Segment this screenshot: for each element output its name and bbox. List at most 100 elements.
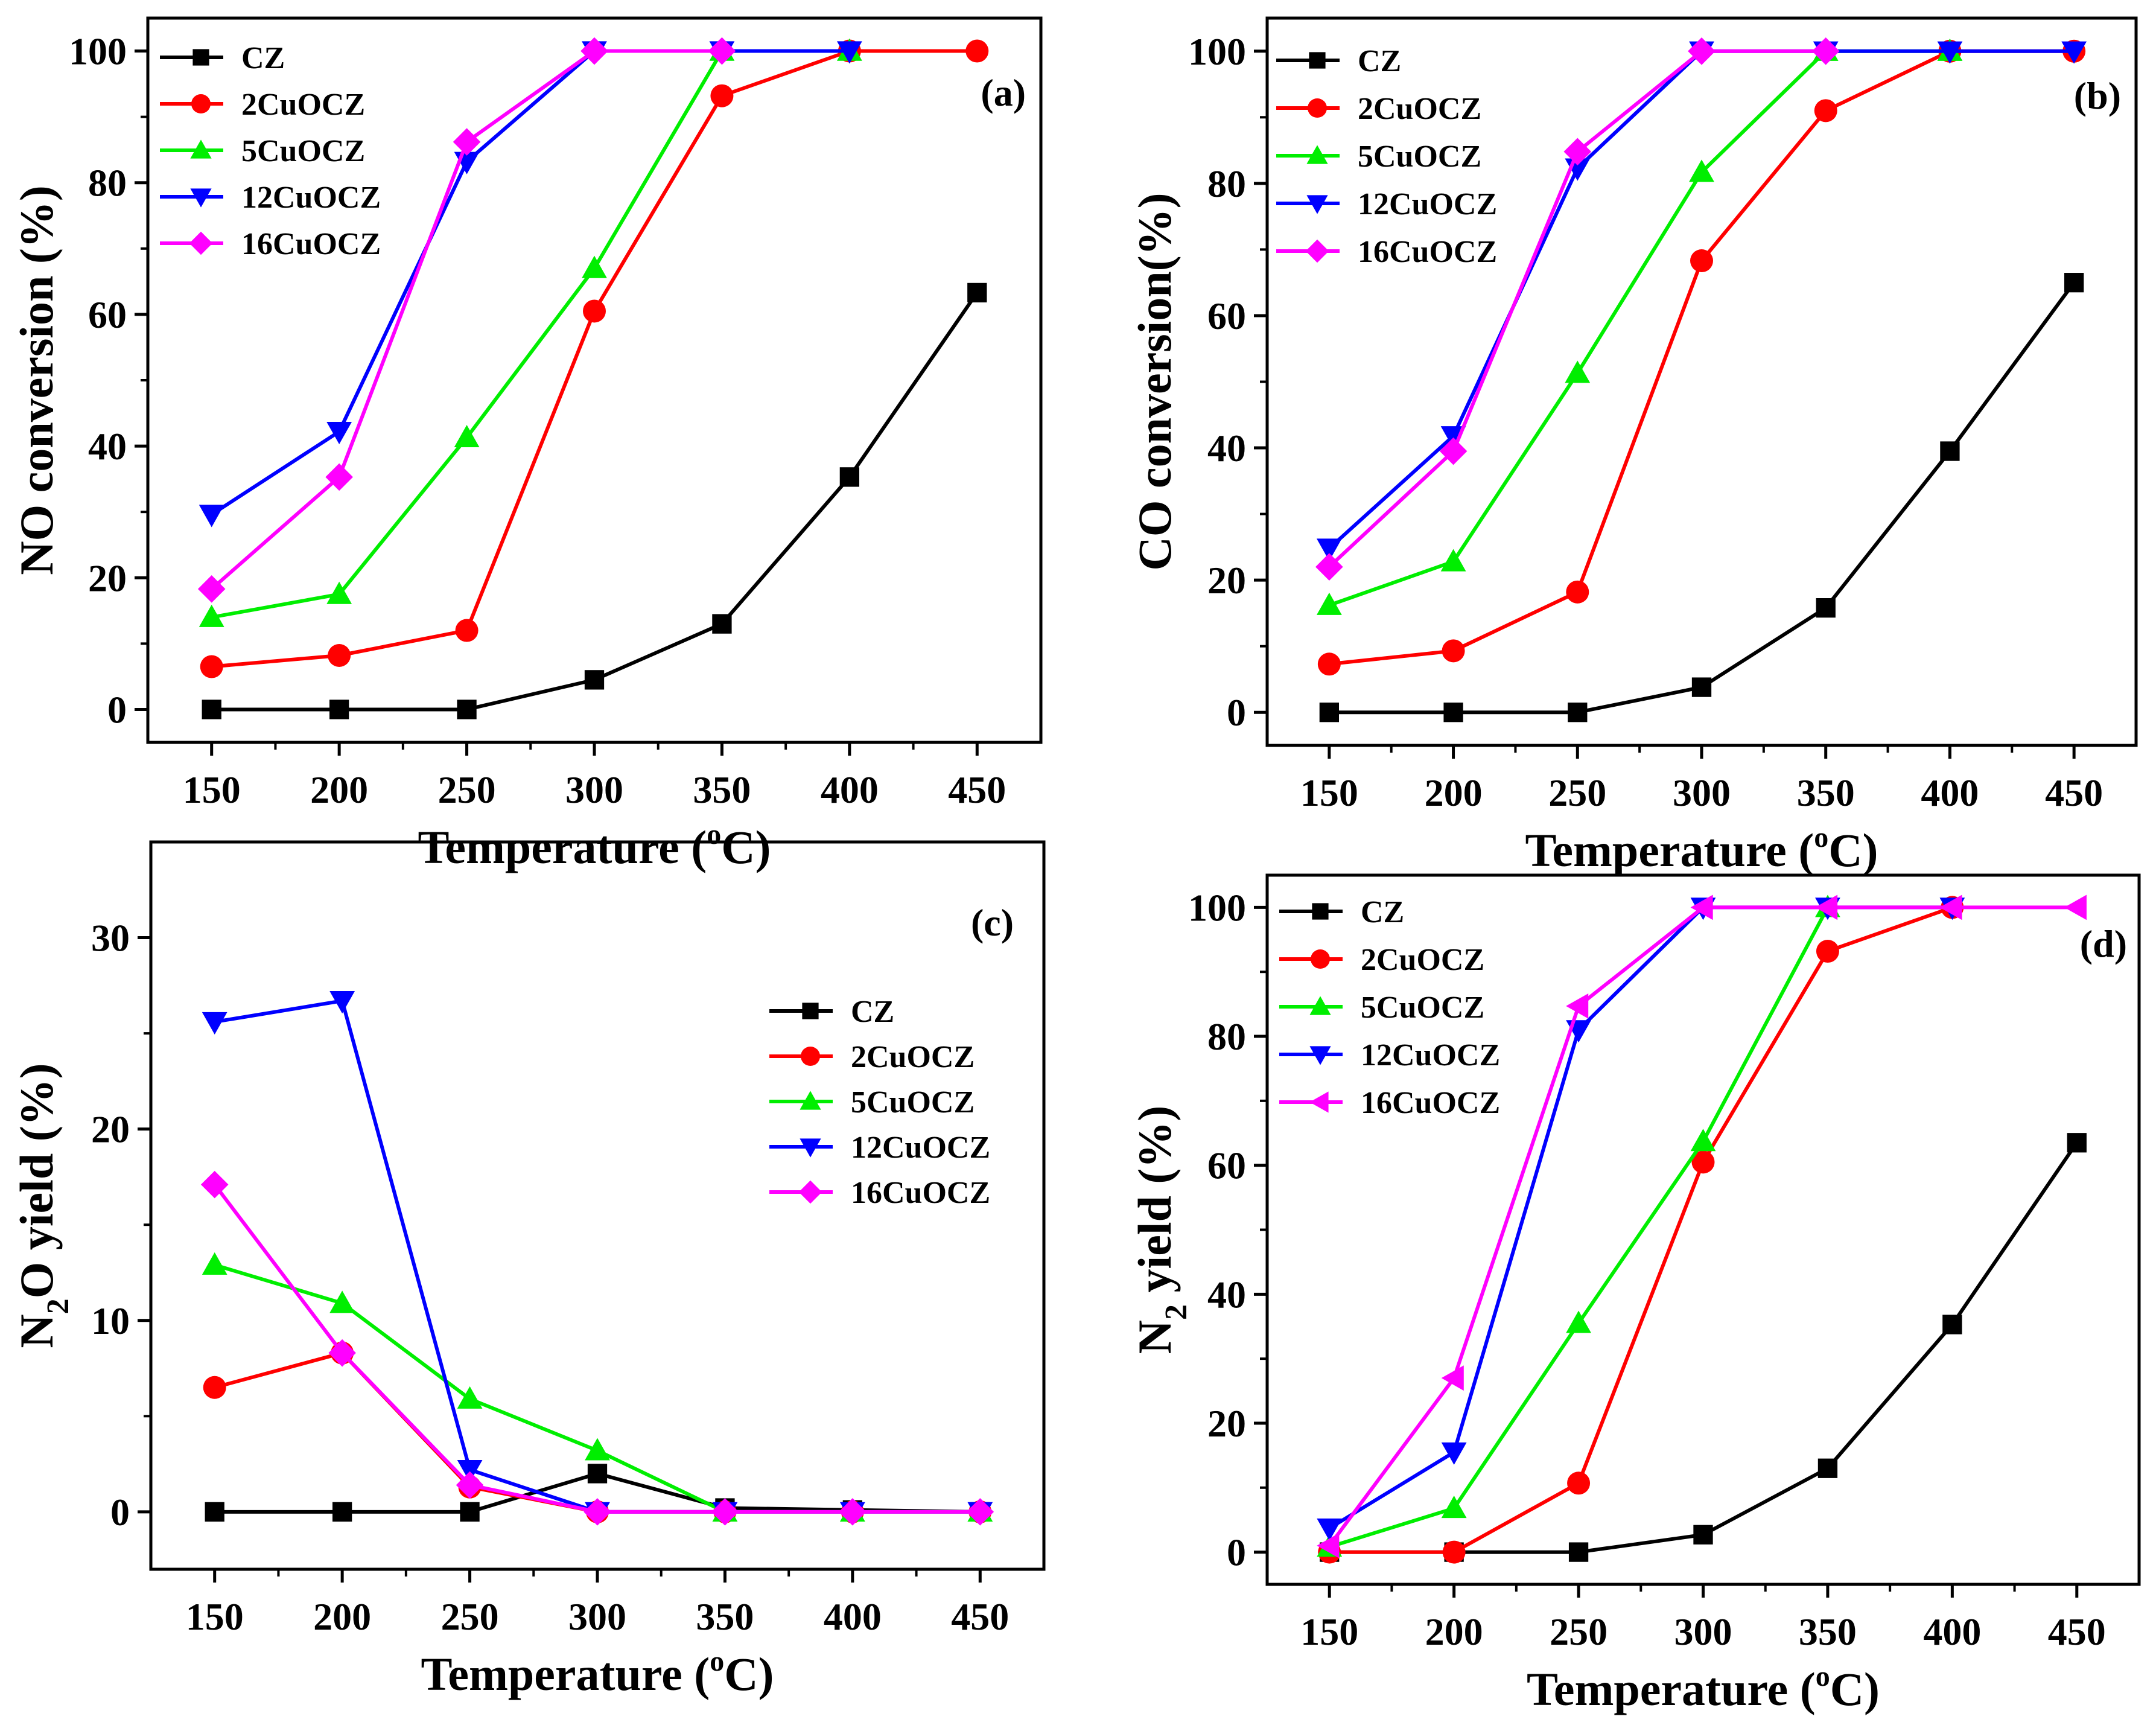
- legend-label: 16CuOCZ: [851, 1176, 990, 1210]
- y-tick-label: 40: [88, 425, 127, 468]
- data-point-16CuOCZ: [1439, 437, 1468, 465]
- data-point-2CuOCZ: [328, 644, 351, 667]
- data-point-2CuOCZ: [203, 1376, 226, 1399]
- data-point-16CuOCZ: [1939, 894, 1962, 920]
- legend-marker: [1312, 903, 1329, 920]
- y-tick-label: 40: [1207, 427, 1246, 470]
- legend-label: 16CuOCZ: [1361, 1086, 1500, 1120]
- panel-d: 150 200 250 300 350 400 450 0 20 40 60 80 100 Tempera…: [1128, 873, 2141, 1715]
- data-point-5CuOCZ: [1316, 592, 1342, 615]
- data-point-CZ: [202, 700, 221, 719]
- data-point-2CuOCZ: [1567, 1471, 1591, 1495]
- data-point-12CuOCZ: [836, 41, 862, 64]
- legend-marker: [802, 1003, 819, 1019]
- data-point-2CuOCZ: [1442, 639, 1465, 663]
- data-point-16CuOCZ: [1688, 37, 1716, 65]
- legend: CZ 2CuOCZ 5CuOCZ 12CuOCZ 16CuOCZ: [160, 41, 381, 261]
- x-axis-title: Temperature (oC): [418, 818, 771, 873]
- series-16CuOCZ: [197, 37, 736, 603]
- y-tick-label: 20: [1207, 559, 1246, 602]
- data-point-5CuOCZ: [1565, 360, 1591, 383]
- y-tick-label: 20: [1207, 1402, 1246, 1445]
- data-point-CZ: [584, 670, 605, 690]
- data-point-CZ: [839, 467, 860, 487]
- data-point-12CuOCZ: [457, 1459, 483, 1483]
- x-tick-label: 150: [1300, 771, 1358, 814]
- legend-label: 2CuOCZ: [851, 1040, 975, 1074]
- y-tick-label: 0: [110, 1491, 130, 1534]
- y-tick-label: 0: [107, 688, 127, 731]
- x-tick-label: 300: [1673, 771, 1731, 814]
- y-axis-title: N2O yield (%): [10, 1063, 75, 1348]
- x-axis-title: Temperature (oC): [1525, 821, 1878, 876]
- data-point-12CuOCZ: [1441, 1442, 1467, 1465]
- data-point-5CuOCZ: [582, 255, 607, 278]
- data-point-CZ: [2064, 273, 2084, 293]
- legend-label: 12CuOCZ: [1358, 187, 1497, 222]
- data-point-CZ: [1816, 598, 1836, 618]
- data-point-CZ: [329, 700, 349, 719]
- legend-marker: [798, 1180, 822, 1204]
- legend: CZ 2CuOCZ 5CuOCZ 12CuOCZ 16CuOCZ: [1279, 895, 1500, 1120]
- data-point-16CuOCZ: [200, 1170, 229, 1199]
- data-point-2CuOCZ: [1690, 249, 1713, 273]
- legend-label: 16CuOCZ: [1358, 235, 1497, 269]
- x-tick-label: 150: [186, 1595, 244, 1638]
- data-point-16CuOCZ: [1441, 1365, 1464, 1391]
- y-tick-label: 80: [1207, 1015, 1246, 1058]
- data-point-5CuOCZ: [1689, 159, 1714, 182]
- x-tick-label: 400: [821, 768, 879, 811]
- x-axis-title: Temperature (oC): [421, 1645, 774, 1700]
- data-point-16CuOCZ: [711, 1498, 739, 1526]
- legend-label: 5CuOCZ: [851, 1085, 975, 1120]
- x-tick-label: 300: [568, 1595, 626, 1638]
- series-line-12CuOCZ: [211, 49, 850, 517]
- data-point-CZ: [205, 1502, 224, 1522]
- data-point-CZ: [587, 1464, 608, 1484]
- data-point-16CuOCZ: [453, 128, 481, 156]
- legend: CZ 2CuOCZ 5CuOCZ 12CuOCZ 16CuOCZ: [769, 995, 990, 1210]
- data-point-5CuOCZ: [585, 1438, 610, 1461]
- panel-b: 150 200 250 300 350 400 450 0 20 40 60 80 100 Tempera…: [1128, 16, 2138, 876]
- x-tick-label: 400: [1923, 1610, 1981, 1653]
- y-tick-label: 100: [1188, 886, 1246, 929]
- data-point-CZ: [1568, 1542, 1589, 1562]
- x-tick-label: 250: [1550, 1610, 1607, 1653]
- data-point-5CuOCZ: [457, 1386, 483, 1409]
- legend-marker: [192, 49, 209, 66]
- legend-marker: [1309, 996, 1331, 1015]
- data-point-CZ: [1568, 703, 1588, 722]
- y-tick-label: 0: [1227, 691, 1246, 734]
- data-point-12CuOCZ: [1937, 41, 1963, 64]
- x-tick-label: 450: [951, 1595, 1009, 1638]
- data-point-2CuOCZ: [455, 619, 479, 642]
- legend-label: 5CuOCZ: [1361, 990, 1484, 1025]
- panel-label: (a): [981, 71, 1026, 114]
- data-point-16CuOCZ: [966, 1498, 994, 1526]
- legend-label: 2CuOCZ: [1358, 92, 1481, 126]
- data-point-CZ: [1942, 1315, 1962, 1334]
- data-point-CZ: [1940, 441, 1960, 461]
- legend-marker: [800, 1138, 821, 1158]
- data-point-16CuOCZ: [328, 1339, 356, 1367]
- x-tick-label: 450: [2048, 1610, 2106, 1653]
- y-axis-title: N2 yield (%): [1128, 1106, 1194, 1354]
- legend-label: 5CuOCZ: [1358, 139, 1481, 174]
- legend-label: CZ: [851, 995, 894, 1029]
- data-point-2CuOCZ: [710, 84, 734, 107]
- x-tick-label: 350: [1799, 1610, 1857, 1653]
- data-point-16CuOCZ: [325, 463, 353, 491]
- data-point-16CuOCZ: [1815, 894, 1838, 920]
- data-point-5CuOCZ: [199, 604, 224, 627]
- x-tick-label: 250: [438, 768, 496, 811]
- x-tick-label: 400: [1921, 771, 1979, 814]
- data-point-2CuOCZ: [1442, 1540, 1466, 1564]
- y-tick-label: 0: [1227, 1531, 1246, 1574]
- data-point-2CuOCZ: [1816, 940, 1839, 963]
- series-16CuOCZ: [200, 1170, 994, 1526]
- data-point-12CuOCZ: [1317, 1518, 1343, 1541]
- y-tick-label: 60: [1207, 1144, 1246, 1187]
- panel-label: (c): [971, 901, 1014, 944]
- x-tick-label: 200: [1425, 1610, 1483, 1653]
